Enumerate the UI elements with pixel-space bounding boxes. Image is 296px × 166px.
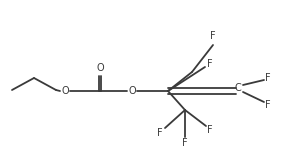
Text: O: O [61,86,69,96]
Text: O: O [128,86,136,96]
Text: F: F [265,73,271,83]
Text: F: F [182,138,188,148]
Text: F: F [210,31,216,41]
Text: F: F [207,59,213,69]
Text: C: C [235,83,241,93]
Text: F: F [265,100,271,110]
Text: O: O [96,63,104,73]
Text: F: F [157,128,163,138]
Text: F: F [207,125,213,135]
